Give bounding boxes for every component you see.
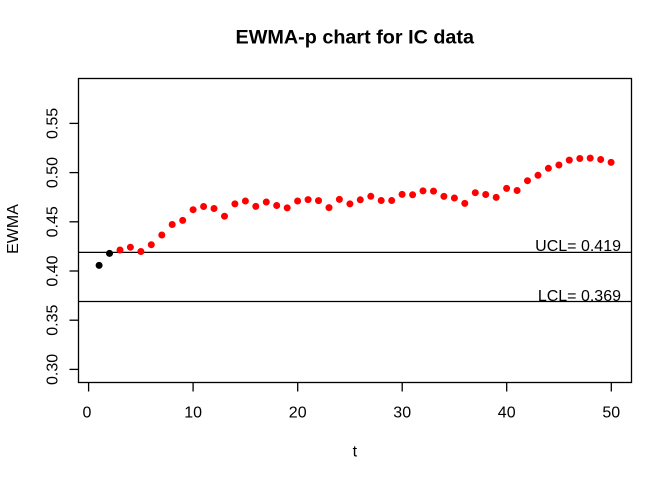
svg-text:0.55: 0.55 bbox=[45, 108, 62, 139]
svg-text:t: t bbox=[353, 444, 358, 461]
svg-text:UCL= 0.419: UCL= 0.419 bbox=[535, 238, 621, 255]
svg-text:0.30: 0.30 bbox=[45, 354, 62, 385]
svg-text:LCL= 0.369: LCL= 0.369 bbox=[538, 288, 621, 305]
svg-text:0.40: 0.40 bbox=[45, 255, 62, 286]
svg-text:0.50: 0.50 bbox=[45, 157, 62, 188]
svg-text:0.45: 0.45 bbox=[45, 206, 62, 237]
svg-text:30: 30 bbox=[393, 405, 411, 422]
svg-text:EWMA: EWMA bbox=[5, 204, 22, 254]
svg-text:10: 10 bbox=[184, 405, 202, 422]
svg-text:EWMA-p chart for IC data: EWMA-p chart for IC data bbox=[236, 27, 475, 49]
svg-text:20: 20 bbox=[289, 405, 307, 422]
svg-text:0: 0 bbox=[83, 405, 92, 422]
svg-text:0.35: 0.35 bbox=[45, 305, 62, 336]
svg-text:50: 50 bbox=[602, 405, 620, 422]
svg-text:40: 40 bbox=[498, 405, 516, 422]
